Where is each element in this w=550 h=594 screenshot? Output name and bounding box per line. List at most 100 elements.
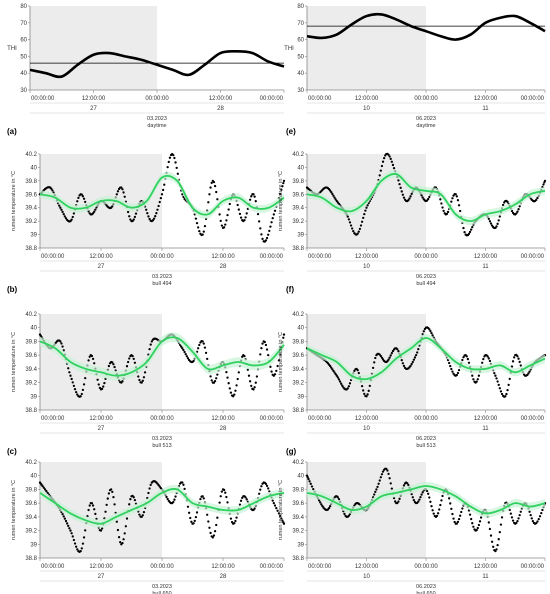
data-point: [432, 512, 435, 515]
data-point: [420, 194, 423, 197]
data-point: [123, 195, 126, 198]
data-point: [515, 521, 518, 525]
data-point: [360, 220, 364, 223]
month-label: 06.2023: [416, 274, 436, 280]
data-point: [236, 377, 239, 381]
y-tick-label: 39.6: [25, 501, 37, 507]
data-point: [121, 541, 124, 545]
x-tick-label: 12:00:00: [89, 564, 113, 570]
data-point: [190, 520, 193, 523]
data-point: [265, 348, 269, 351]
data-point: [70, 218, 73, 221]
data-point: [253, 507, 256, 510]
data-point: [229, 391, 233, 394]
y-tick-label: 80: [20, 4, 27, 10]
data-point: [388, 356, 391, 359]
data-point: [488, 220, 492, 223]
data-point: [378, 174, 381, 177]
data-point: [41, 484, 44, 488]
data-point: [219, 219, 222, 223]
data-point: [128, 503, 131, 506]
data-point: [356, 369, 359, 372]
data-point: [181, 481, 184, 484]
y-tick-label: 40.2: [292, 152, 304, 158]
data-point: [142, 376, 146, 379]
data-point: [116, 190, 120, 193]
data-point: [81, 542, 85, 545]
data-point: [337, 378, 341, 381]
data-point: [163, 183, 166, 186]
data-point: [129, 218, 132, 221]
data-point: [43, 488, 47, 491]
data-point: [213, 530, 217, 533]
data-point: [263, 340, 266, 344]
data-point: [173, 498, 176, 501]
data-point: [270, 221, 273, 224]
data-point: [542, 183, 545, 186]
data-point: [234, 389, 237, 392]
data-point: [151, 219, 155, 222]
data-point: [259, 227, 262, 230]
y-tick-label: 39.8: [292, 179, 304, 185]
data-point: [174, 495, 177, 498]
data-point: [420, 493, 423, 496]
data-point: [213, 184, 217, 188]
data-point: [400, 190, 403, 193]
data-point: [317, 499, 321, 502]
data-point: [268, 229, 271, 233]
subject-label: daytime: [416, 123, 435, 129]
data-point: [418, 498, 421, 501]
data-point: [125, 365, 129, 368]
data-point: [209, 375, 212, 378]
data-point: [379, 169, 382, 172]
data-point: [115, 520, 118, 523]
x-tick-label: 12:00:00: [89, 416, 113, 422]
data-point: [488, 359, 492, 363]
y-tick-label: 39: [30, 394, 37, 400]
data-point: [386, 469, 389, 472]
data-point: [457, 368, 461, 372]
data-point: [347, 218, 351, 221]
data-point: [429, 500, 432, 503]
data-point: [450, 200, 453, 203]
data-point: [492, 545, 495, 548]
data-point: [174, 161, 177, 164]
data-point: [541, 508, 544, 512]
data-point: [276, 509, 279, 512]
y-tick-label: 39.8: [25, 339, 37, 345]
data-point: [330, 191, 333, 194]
night-shading: [30, 6, 157, 90]
data-point: [309, 482, 312, 485]
data-point: [504, 395, 507, 398]
data-point: [333, 196, 336, 199]
data-point: [67, 367, 70, 370]
data-point: [412, 358, 416, 361]
data-point: [88, 355, 91, 358]
data-point: [440, 202, 443, 205]
data-point: [400, 359, 403, 362]
y-axis-label: rumen temperature in °C: [11, 332, 17, 392]
data-point: [244, 496, 247, 499]
data-point: [389, 157, 392, 161]
confidence-band: [40, 332, 284, 381]
data-point: [335, 374, 338, 377]
data-point: [515, 212, 518, 215]
data-point: [156, 208, 159, 211]
data-point: [461, 507, 464, 510]
data-point: [468, 513, 472, 516]
x-tick-label: 00:00:00: [308, 96, 332, 102]
data-point: [478, 520, 482, 523]
data-point: [267, 233, 270, 236]
data-point: [113, 503, 116, 506]
data-point: [134, 212, 138, 215]
data-point: [488, 527, 492, 531]
data-point: [216, 373, 219, 376]
data-point: [264, 343, 268, 347]
data-point: [206, 513, 209, 516]
data-point: [499, 523, 503, 526]
data-point: [90, 354, 94, 358]
y-tick-label: 50: [20, 54, 27, 60]
data-point: [166, 165, 169, 169]
data-point: [253, 386, 256, 389]
data-point: [138, 513, 141, 516]
